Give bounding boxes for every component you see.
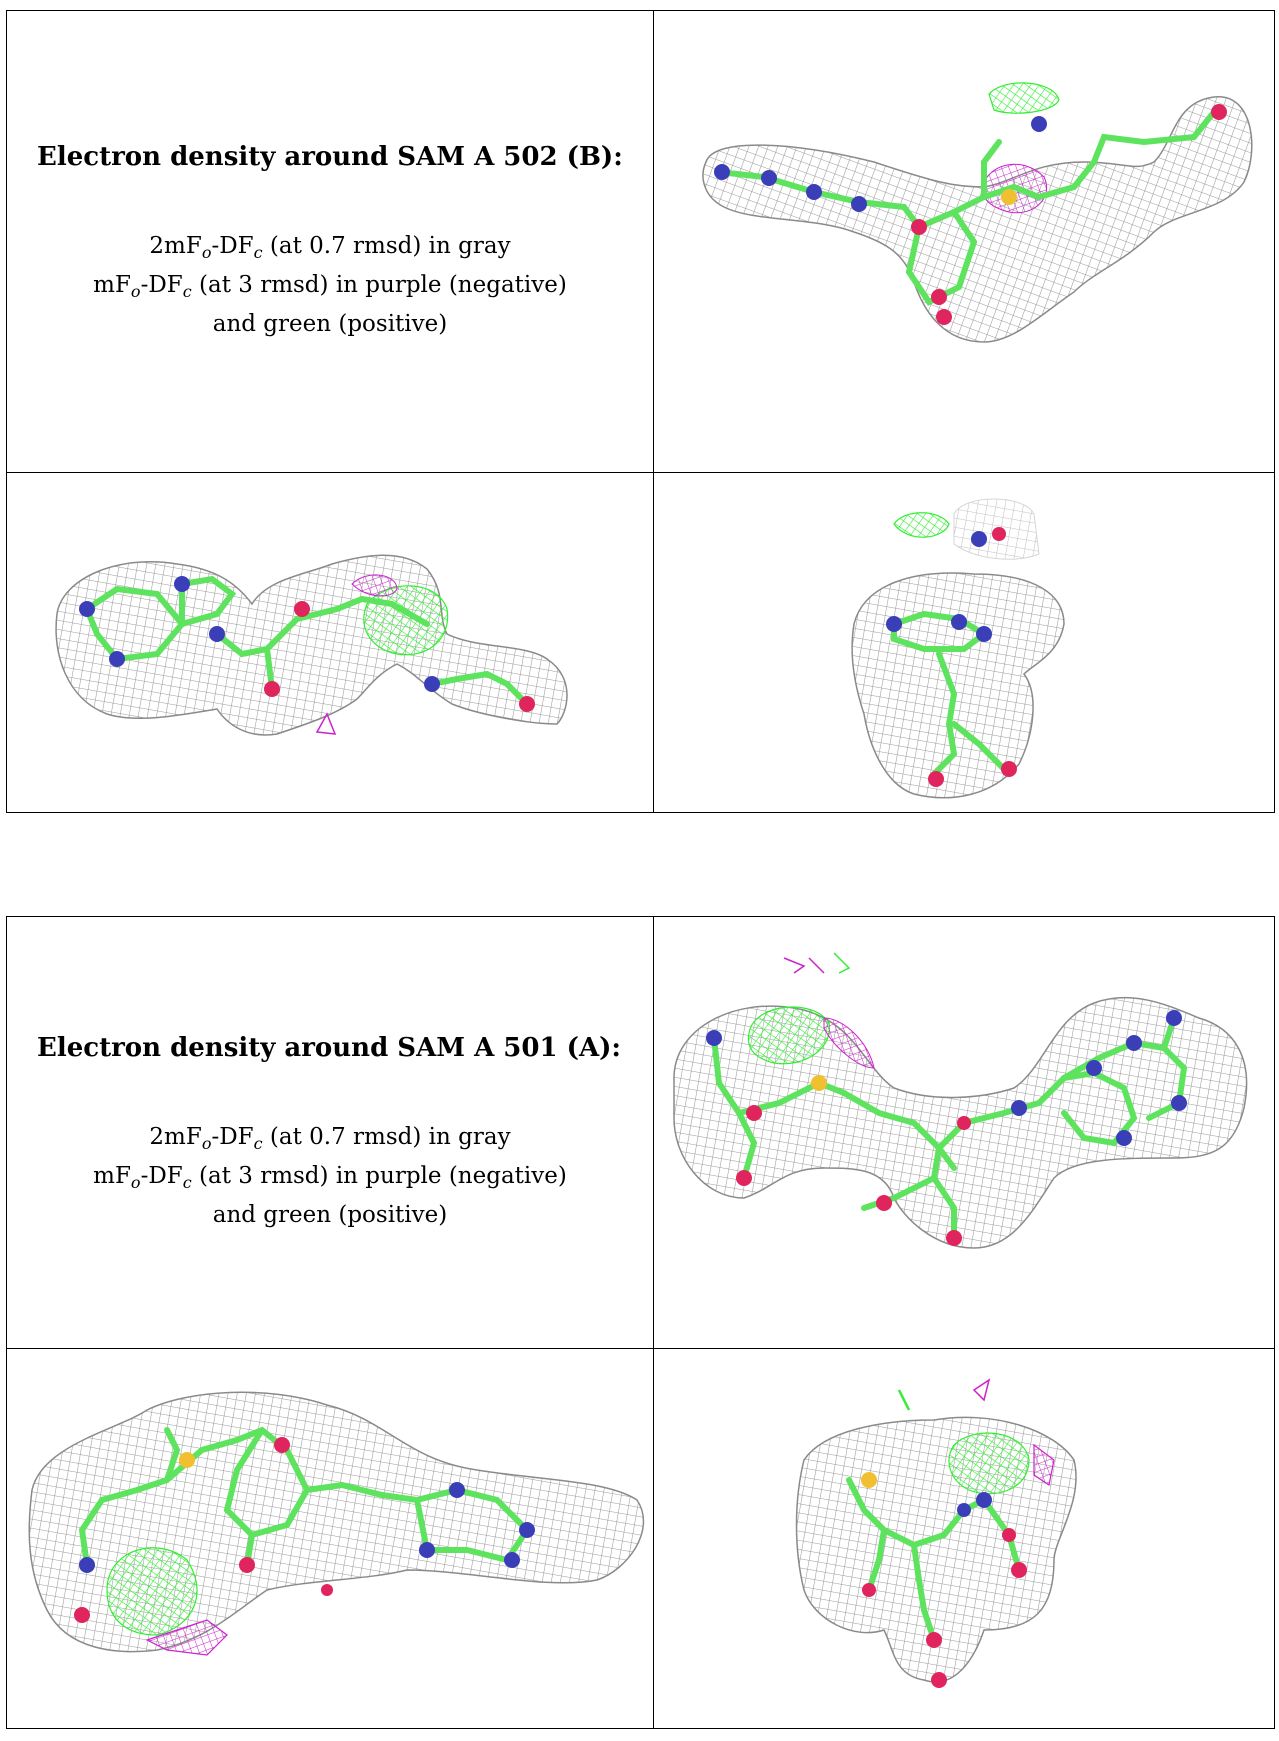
legend-line-gray: 2mFo-DFc (at 0.7 rmsd) in gray bbox=[149, 233, 511, 262]
section-title: Electron density around SAM A 501 (A): bbox=[37, 1033, 622, 1063]
legend-text: 2mFo-DFc (at 0.7 rmsd) in gray mFo-DFc (… bbox=[7, 230, 653, 341]
density-image-a-view2 bbox=[6, 1348, 654, 1729]
legend-line-gray: 2mFo-DFc (at 0.7 rmsd) in gray bbox=[149, 1124, 511, 1153]
molecule-render-a1 bbox=[673, 951, 1248, 1249]
legend-line-green: and green (positive) bbox=[212, 311, 448, 337]
molecule-render-b3 bbox=[851, 498, 1065, 798]
legend-line-purple: mFo-DFc (at 3 rmsd) in purple (negative) bbox=[93, 1163, 567, 1192]
molecule-render-a2 bbox=[28, 1391, 645, 1656]
section-title: Electron density around SAM A 502 (B): bbox=[37, 142, 623, 172]
molecule-render-b2 bbox=[55, 554, 568, 736]
legend-line-purple: mFo-DFc (at 3 rmsd) in purple (negative) bbox=[93, 272, 567, 301]
density-table-sam-501: Electron density around SAM A 501 (A): 2… bbox=[6, 916, 1275, 1729]
molecule-render-b1 bbox=[702, 81, 1253, 343]
description-cell: Electron density around SAM A 501 (A): 2… bbox=[6, 916, 654, 1349]
density-image-a-view3 bbox=[653, 1348, 1275, 1729]
description-cell: Electron density around SAM A 502 (B): 2… bbox=[6, 10, 654, 473]
legend-line-green: and green (positive) bbox=[212, 1202, 448, 1228]
density-image-b-view2 bbox=[6, 472, 654, 813]
density-image-b-view3 bbox=[653, 472, 1275, 813]
density-image-b-view1 bbox=[653, 10, 1275, 473]
molecule-render-a3 bbox=[795, 1377, 1077, 1688]
density-image-a-view1 bbox=[653, 916, 1275, 1349]
legend-text: 2mFo-DFc (at 0.7 rmsd) in gray mFo-DFc (… bbox=[7, 1121, 653, 1232]
density-table-sam-502: Electron density around SAM A 502 (B): 2… bbox=[6, 10, 1275, 813]
